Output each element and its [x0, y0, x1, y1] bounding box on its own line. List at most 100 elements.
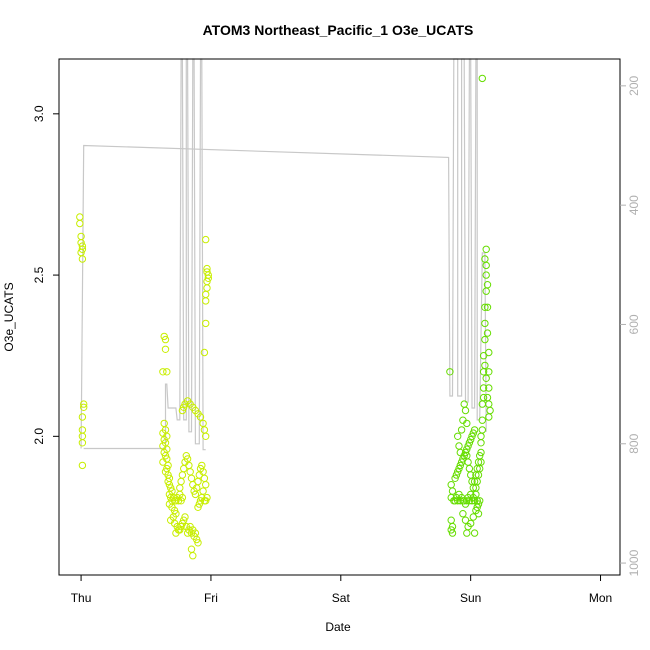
data-point [477, 439, 485, 447]
data-point [463, 529, 471, 537]
data-point [467, 435, 475, 444]
x-axis-label: Date [325, 620, 351, 634]
y-tick-label: 2.5 [32, 266, 46, 283]
data-point [481, 361, 489, 370]
data-point [80, 403, 88, 411]
data-point [479, 352, 488, 360]
data-point [461, 516, 470, 524]
data-point [451, 497, 459, 505]
data-point [485, 348, 493, 357]
data-point [451, 474, 459, 482]
data-point [461, 448, 470, 457]
data-point [482, 374, 490, 382]
data-point [481, 303, 489, 311]
y2-tick-label: 600 [627, 314, 641, 334]
data-point [200, 348, 209, 357]
x-tick-label: Sat [332, 591, 351, 605]
altitude-line-2 [83, 58, 206, 451]
y2-tick-label: 400 [627, 195, 641, 215]
chart-title: ATOM3 Northeast_Pacific_1 O3e_UCATS [203, 22, 474, 38]
data-point [470, 426, 479, 434]
data-point [476, 497, 484, 505]
y2-tick-label: 1000 [627, 549, 641, 576]
y2-tick-label: 200 [627, 76, 641, 96]
data-point [485, 368, 493, 376]
y2-tick-label: 800 [627, 433, 641, 453]
data-point [482, 271, 490, 279]
data-point [479, 393, 488, 402]
data-point [196, 497, 205, 505]
data-point [478, 416, 486, 424]
y-axis-label: O3e_UCATS [2, 282, 16, 351]
data-point [457, 426, 466, 434]
data-point [196, 413, 205, 421]
data-point [180, 403, 188, 411]
data-point [172, 497, 180, 505]
data-point [454, 432, 462, 440]
data-point [180, 516, 188, 524]
data-point [202, 481, 210, 489]
data-point [165, 481, 174, 489]
data-point [448, 529, 457, 537]
data-point [78, 439, 87, 447]
data-point [482, 261, 490, 270]
data-point [481, 319, 489, 328]
data-point [474, 500, 483, 508]
data-point [202, 297, 210, 305]
y-tick-label: 2.0 [32, 428, 46, 445]
data-point [178, 493, 187, 502]
data-point [177, 497, 185, 505]
data-point [463, 419, 471, 428]
x-tick-label: Mon [589, 591, 612, 605]
data-point [469, 513, 477, 521]
data-point [202, 432, 210, 440]
data-point [478, 74, 486, 83]
data-point [160, 332, 168, 341]
data-point [159, 458, 167, 466]
data-point [76, 219, 84, 228]
data-point [183, 529, 192, 537]
data-point [483, 281, 492, 289]
x-tick-label: Thu [71, 591, 92, 605]
data-point [194, 539, 202, 547]
data-point [194, 503, 202, 511]
data-point [202, 319, 210, 328]
data-point [78, 245, 87, 254]
data-point [203, 493, 211, 502]
data-point [160, 448, 168, 457]
data-point [182, 452, 191, 460]
data-point [470, 529, 479, 537]
data-point [455, 464, 463, 473]
data-point [202, 497, 210, 505]
data-points [76, 74, 494, 560]
data-point [452, 471, 461, 479]
data-point [78, 255, 87, 263]
data-point [161, 335, 170, 344]
data-point [459, 510, 467, 518]
data-point [163, 368, 171, 376]
data-point [469, 429, 477, 437]
data-point [485, 413, 493, 421]
data-point [177, 522, 185, 531]
data-point [78, 461, 87, 470]
data-point [176, 526, 184, 534]
data-point [483, 393, 492, 402]
data-point [478, 426, 486, 434]
data-point [477, 448, 485, 457]
data-point [456, 448, 464, 457]
data-point [456, 461, 464, 470]
data-point [189, 552, 197, 560]
data-point [446, 368, 454, 376]
data-point [473, 503, 481, 511]
data-point [468, 432, 476, 440]
data-point [164, 461, 172, 470]
data-point [202, 235, 210, 244]
data-point [193, 535, 201, 544]
data-point [161, 345, 170, 353]
data-point [78, 413, 87, 421]
data-point [483, 329, 492, 337]
data-point [454, 468, 462, 476]
data-point [195, 500, 204, 508]
